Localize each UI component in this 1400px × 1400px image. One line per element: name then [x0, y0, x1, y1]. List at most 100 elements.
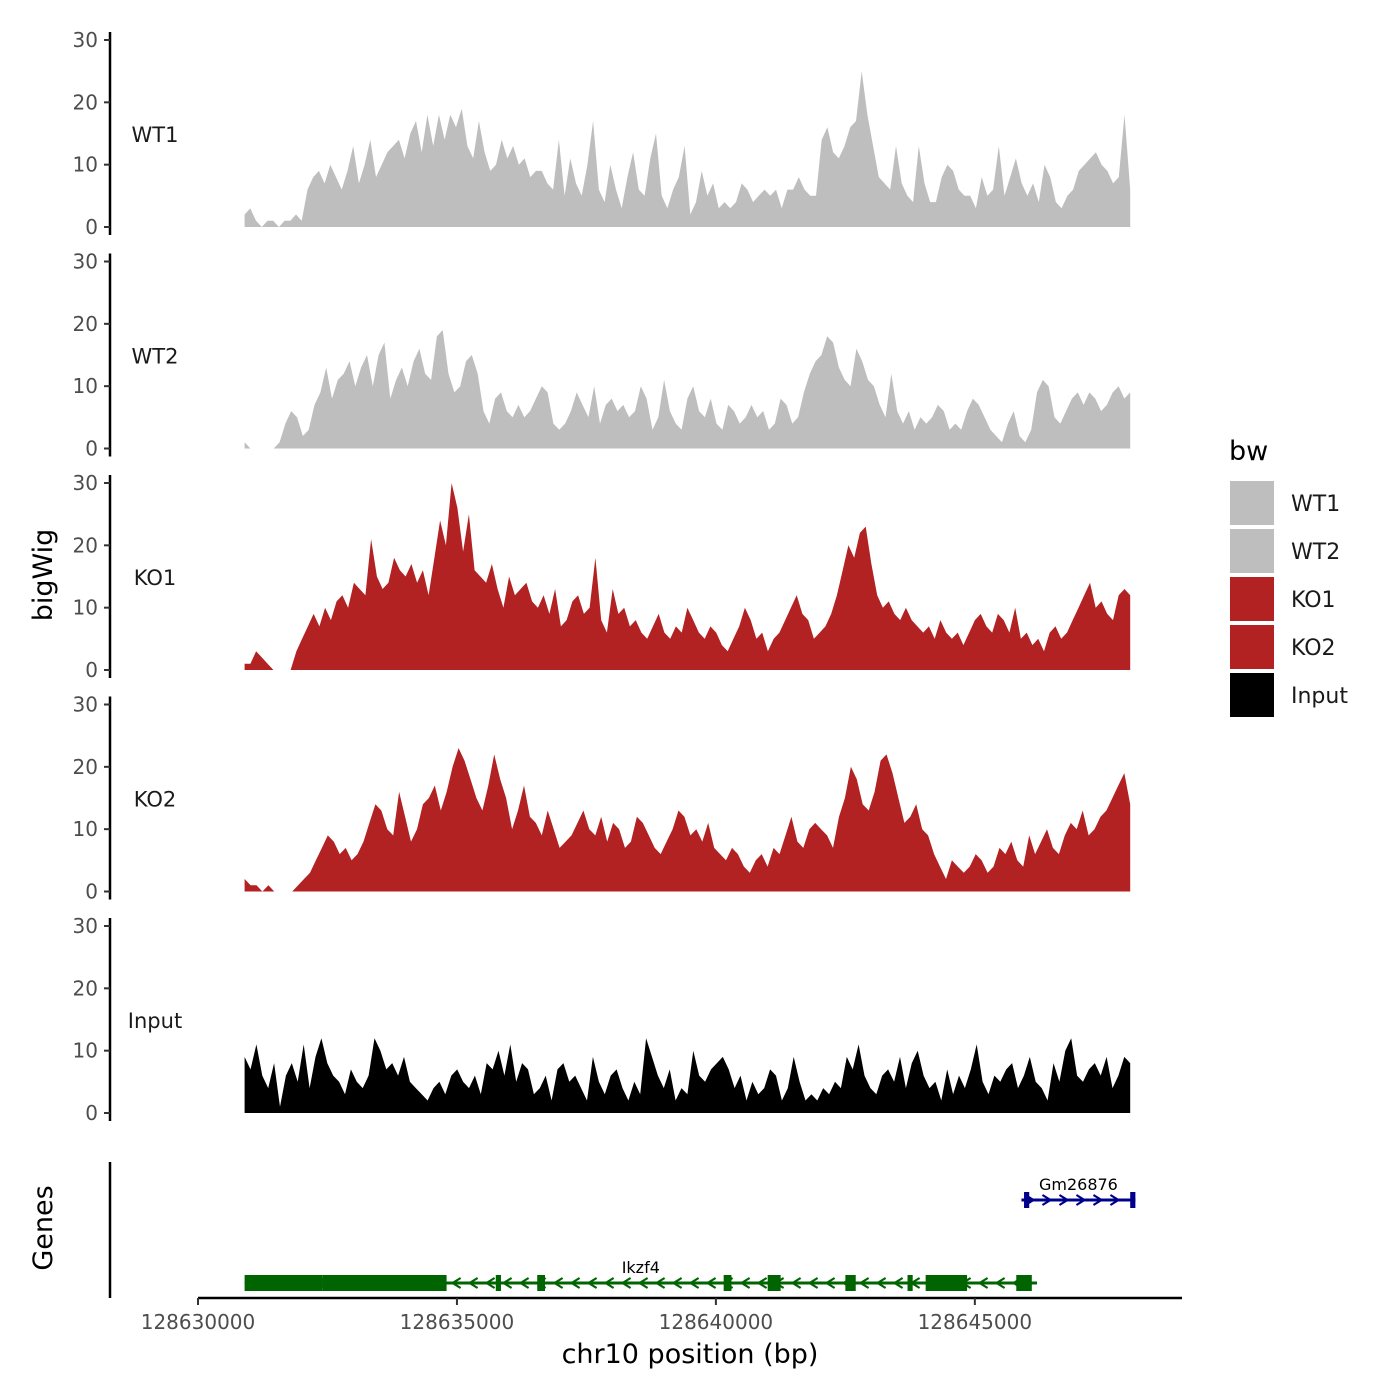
track-label-wt1: WT1 — [132, 123, 179, 147]
strand-arrow-ikzf4 — [467, 1277, 479, 1289]
strand-arrow-ikzf4 — [688, 1277, 700, 1289]
exon-ikzf4-5 — [723, 1275, 732, 1291]
track-label-wt2: WT2 — [132, 345, 179, 369]
strand-arrow-ikzf4 — [569, 1277, 581, 1289]
coverage-tracks: 0 10 20 30 WT1 0 10 20 30 WT2 0 10 20 30 KO1 0 10 20 30 KO2… — [73, 28, 1131, 1125]
strand-arrow-gm26876 — [1109, 1194, 1121, 1206]
strand-arrow-ikzf4 — [824, 1277, 836, 1289]
gene-ikzf4: Ikzf4 — [244, 1258, 1037, 1291]
strand-arrow-gm26876 — [1041, 1194, 1053, 1206]
gene-label-ikzf4: Ikzf4 — [622, 1258, 660, 1277]
exon-ikzf4-9 — [925, 1275, 968, 1291]
exon-ikzf4-3 — [495, 1275, 501, 1291]
legend: bw WT1 WT2 KO1 KO2 Input — [1228, 436, 1348, 719]
y-tick-label-wt1-30: 30 — [73, 28, 98, 52]
x-axis-ticks: 128630000 128635000 128640000 128645000 — [141, 1298, 1032, 1334]
genes-panel: Genes Gm26876 Ikzf4 128630000 128635000 128… — [28, 1162, 1182, 1334]
exon-ikzf4-2 — [322, 1275, 447, 1291]
y-tick-label-ko2-10: 10 — [73, 817, 98, 841]
gene-models: Gm26876 Ikzf4 — [244, 1175, 1136, 1291]
strand-arrow-ikzf4 — [603, 1277, 615, 1289]
strand-arrow-ikzf4 — [994, 1277, 1006, 1289]
exon-ikzf4-8 — [907, 1275, 913, 1291]
legend-items: WT1 WT2 KO1 KO2 Input — [1228, 479, 1348, 719]
legend-label-ko2: KO2 — [1291, 636, 1336, 661]
y-tick-label-ko2-0: 0 — [85, 880, 98, 904]
y-tick-label-ko1-0: 0 — [85, 658, 98, 682]
track-ko1: 0 10 20 30 KO1 — [73, 471, 1131, 682]
strand-arrow-ikzf4 — [671, 1277, 683, 1289]
legend-label-input: Input — [1291, 684, 1348, 709]
strand-arrow-ikzf4 — [977, 1277, 989, 1289]
x-tick-label-128630000: 128630000 — [141, 1310, 256, 1334]
strand-arrow-ikzf4 — [875, 1277, 887, 1289]
exon-gm26876-2 — [1130, 1192, 1136, 1208]
strand-arrow-ikzf4 — [756, 1277, 768, 1289]
strand-arrow-ikzf4 — [586, 1277, 598, 1289]
x-axis-title: chr10 position (bp) — [562, 1339, 819, 1370]
legend-label-ko1: KO1 — [1291, 588, 1336, 613]
exon-ikzf4-1 — [244, 1275, 323, 1291]
strand-arrow-ikzf4 — [501, 1277, 513, 1289]
track-input: 0 10 20 30 Input — [73, 914, 1131, 1125]
legend-key-ko2 — [1228, 623, 1276, 671]
y-tick-label-ko1-20: 20 — [73, 533, 98, 557]
exon-ikzf4-7 — [845, 1275, 856, 1291]
y-tick-label-input-0: 0 — [85, 1101, 98, 1125]
exon-ikzf4-10 — [1016, 1275, 1032, 1291]
strand-arrow-ikzf4 — [790, 1277, 802, 1289]
strand-arrow-ikzf4 — [637, 1277, 649, 1289]
legend-label-wt1: WT1 — [1291, 492, 1340, 517]
y-tick-label-ko1-30: 30 — [73, 471, 98, 495]
y-tick-label-input-30: 30 — [73, 914, 98, 938]
y-tick-label-input-10: 10 — [73, 1039, 98, 1063]
strand-arrow-ikzf4 — [705, 1277, 717, 1289]
y-tick-label-ko2-20: 20 — [73, 755, 98, 779]
y-tick-label-wt2-10: 10 — [73, 374, 98, 398]
track-label-ko2: KO2 — [134, 788, 177, 812]
strand-arrow-ikzf4 — [450, 1277, 462, 1289]
coverage-area-ko2 — [244, 748, 1131, 892]
strand-arrow-ikzf4 — [858, 1277, 870, 1289]
strand-arrow-ikzf4 — [552, 1277, 564, 1289]
coverage-area-input — [244, 1038, 1131, 1113]
strand-arrow-ikzf4 — [620, 1277, 632, 1289]
gene-label-gm26876: Gm26876 — [1039, 1175, 1118, 1194]
legend-key-wt2 — [1228, 527, 1276, 575]
y-tick-label-ko1-10: 10 — [73, 596, 98, 620]
genes-axis-title: Genes — [28, 1185, 59, 1270]
y-tick-label-wt1-20: 20 — [73, 90, 98, 114]
exon-gm26876-1 — [1024, 1192, 1030, 1208]
strand-arrow-ikzf4 — [739, 1277, 751, 1289]
coverage-area-wt1 — [244, 71, 1131, 227]
x-tick-label-128645000: 128645000 — [918, 1310, 1033, 1334]
track-wt1: 0 10 20 30 WT1 — [73, 28, 1131, 239]
legend-key-input — [1228, 671, 1276, 719]
y-tick-label-input-20: 20 — [73, 976, 98, 1000]
y-tick-label-wt2-20: 20 — [73, 312, 98, 336]
y-tick-label-wt1-10: 10 — [73, 153, 98, 177]
track-label-ko1: KO1 — [134, 566, 177, 590]
strand-arrow-gm26876 — [1075, 1194, 1087, 1206]
coverage-area-ko1 — [244, 483, 1131, 670]
track-ko2: 0 10 20 30 KO2 — [73, 693, 1131, 904]
y-tick-label-wt2-30: 30 — [73, 250, 98, 274]
strand-arrow-ikzf4 — [518, 1277, 530, 1289]
strand-arrow-ikzf4 — [892, 1277, 904, 1289]
y-tick-label-wt1-0: 0 — [85, 215, 98, 239]
legend-label-wt2: WT2 — [1291, 540, 1340, 565]
strand-arrow-ikzf4 — [807, 1277, 819, 1289]
y-axis-title: bigWig — [28, 529, 59, 622]
strand-arrow-ikzf4 — [484, 1277, 496, 1289]
coverage-area-wt2 — [244, 330, 1131, 449]
legend-key-wt1 — [1228, 479, 1276, 527]
y-tick-label-wt2-0: 0 — [85, 437, 98, 461]
y-tick-label-ko2-30: 30 — [73, 693, 98, 717]
exon-ikzf4-6 — [767, 1275, 781, 1291]
strand-arrow-ikzf4 — [654, 1277, 666, 1289]
legend-title: bw — [1229, 436, 1268, 467]
exon-ikzf4-4 — [537, 1275, 545, 1291]
track-label-input: Input — [128, 1009, 182, 1033]
x-tick-label-128635000: 128635000 — [400, 1310, 515, 1334]
